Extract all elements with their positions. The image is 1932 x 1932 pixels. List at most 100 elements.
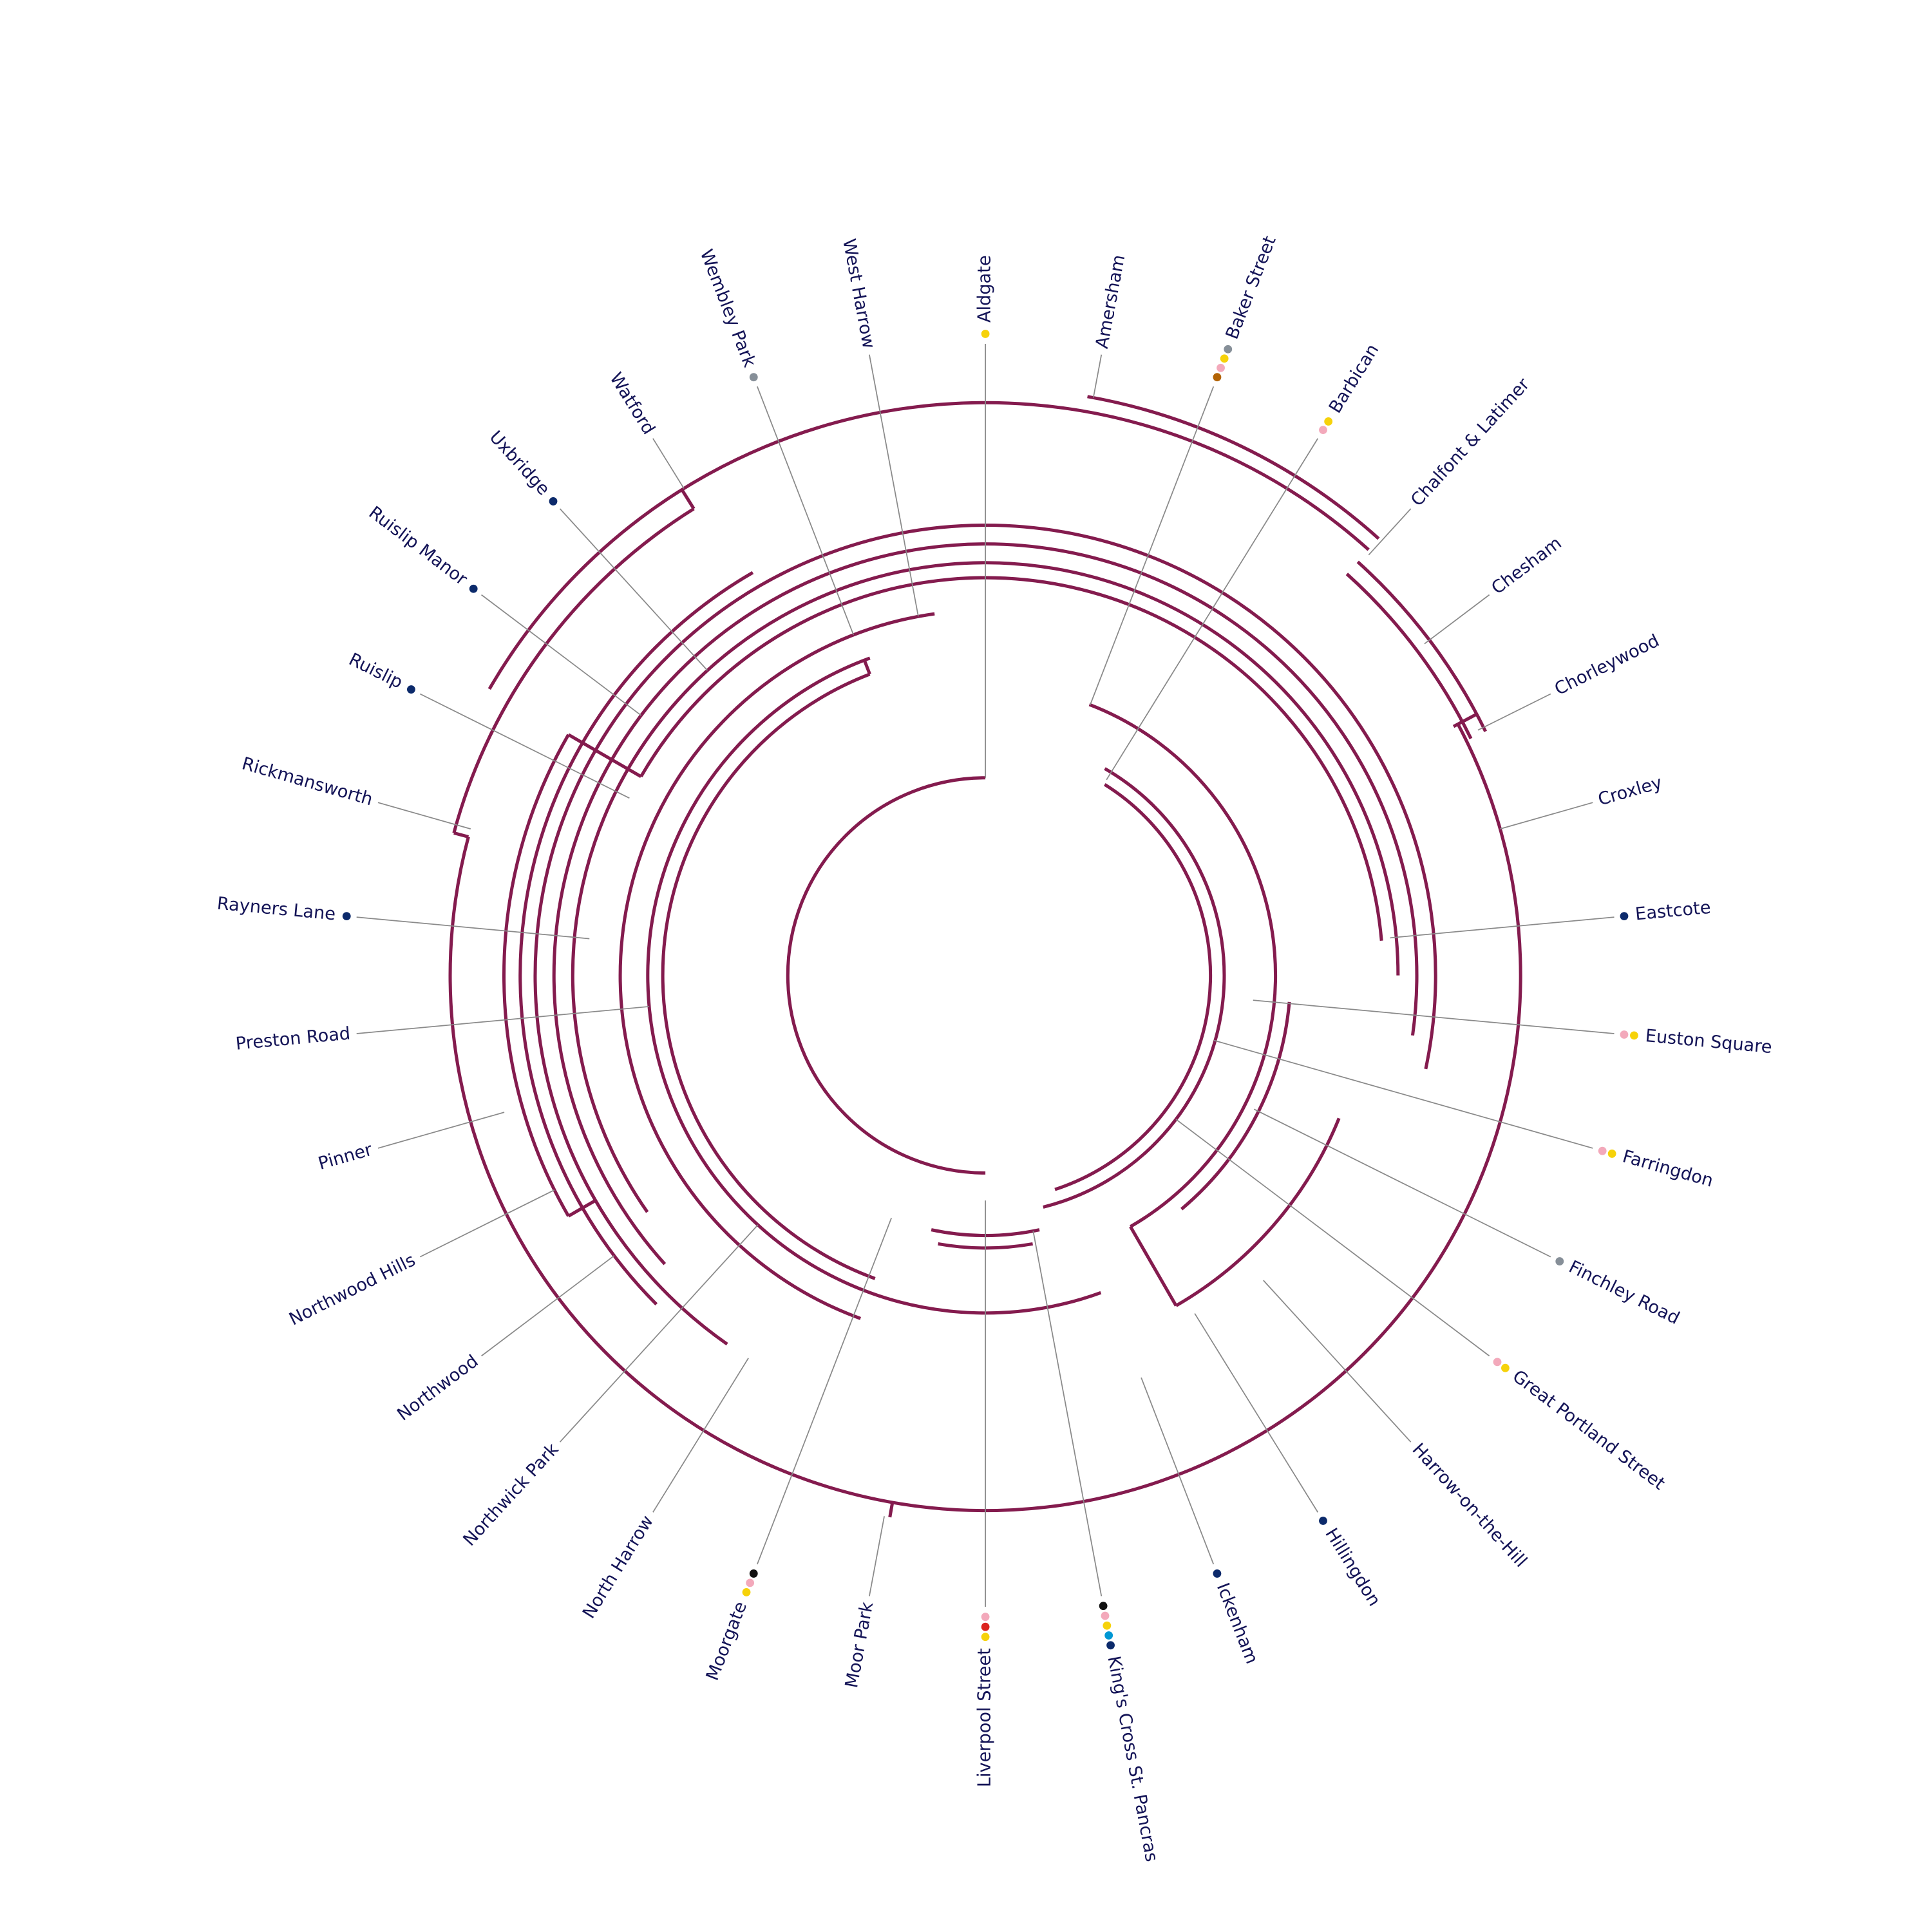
track — [1043, 767, 1226, 1209]
track — [661, 672, 876, 1280]
leader-line — [1032, 1231, 1103, 1596]
interchange-dot — [1213, 1569, 1222, 1578]
track-step — [567, 1198, 596, 1218]
interchange-dot — [981, 1633, 990, 1642]
interchange-dot — [1607, 1150, 1616, 1158]
interchange-dot — [981, 330, 990, 338]
leader-line — [1141, 1377, 1215, 1565]
leader-line — [377, 802, 471, 829]
leader-line — [652, 1358, 749, 1513]
interchange-dot — [749, 373, 758, 382]
track — [1356, 560, 1487, 732]
leader-line — [1253, 999, 1615, 1034]
track-step — [453, 831, 469, 838]
leader-line — [1477, 693, 1551, 731]
interchange-dot — [1217, 363, 1225, 372]
track-step — [1129, 1226, 1178, 1307]
track — [639, 576, 1383, 941]
leader-line — [356, 916, 590, 940]
interchange-dot — [342, 912, 351, 921]
track — [1087, 395, 1380, 540]
track — [502, 734, 570, 1217]
leader-line — [1194, 1313, 1319, 1513]
leader-line — [1368, 508, 1412, 556]
interchange-dot — [1555, 1257, 1564, 1265]
leader-line — [481, 1255, 615, 1357]
station-label: Liverpool Street — [975, 1648, 995, 1787]
interchange-dot — [549, 497, 558, 506]
leader-line — [419, 693, 630, 799]
track — [786, 776, 986, 1175]
interchange-dot — [1501, 1363, 1510, 1372]
interchange-dot — [1620, 1030, 1629, 1039]
track — [1345, 573, 1473, 739]
track — [1180, 1001, 1291, 1211]
leader-line — [1500, 802, 1593, 829]
interchange-dot — [1224, 345, 1233, 354]
tracks — [448, 395, 1522, 1518]
track-step — [888, 1502, 895, 1518]
track-step — [567, 733, 642, 779]
leader-line — [1106, 438, 1319, 781]
leader-line — [559, 1224, 759, 1443]
interchange-dot — [1103, 1621, 1112, 1630]
leader-line — [377, 1112, 505, 1149]
track-step — [680, 489, 696, 510]
track — [488, 401, 1370, 690]
leader-line — [869, 1516, 885, 1596]
leader-line — [419, 1189, 555, 1258]
interchange-dot — [742, 1587, 751, 1596]
track — [618, 612, 935, 1320]
leader-line — [1390, 916, 1615, 939]
interchange-dot — [1630, 1031, 1638, 1040]
interchange-dot — [1598, 1146, 1607, 1155]
interchange-dot — [746, 1578, 755, 1587]
interchange-dot — [981, 1613, 990, 1622]
track — [1088, 703, 1278, 1228]
interchange-dot — [1213, 373, 1222, 382]
track — [518, 571, 754, 1306]
track-step — [862, 659, 871, 675]
leaders — [356, 343, 1615, 1607]
leader-line — [869, 354, 919, 617]
interchange-dot — [1101, 1611, 1110, 1620]
interchange-dot — [981, 1622, 990, 1631]
leader-line — [1090, 386, 1215, 705]
interchange-dot — [1319, 1517, 1327, 1525]
leader-line — [1263, 1280, 1412, 1443]
leader-line — [1424, 594, 1490, 645]
leader-line — [559, 508, 708, 671]
track-step — [1452, 712, 1478, 728]
interchange-dot — [1104, 1631, 1113, 1640]
track — [552, 542, 1419, 1265]
track — [448, 723, 1522, 1513]
leader-line — [757, 1217, 893, 1565]
leader-line — [1213, 1039, 1593, 1149]
interchange-dot — [1324, 417, 1333, 426]
track — [1175, 1117, 1341, 1307]
track — [1054, 783, 1213, 1191]
interchange-dot — [1319, 426, 1327, 435]
interchange-dot — [1220, 354, 1229, 363]
track — [452, 507, 695, 834]
leader-line — [757, 386, 855, 636]
interchange-dot — [407, 685, 415, 694]
interchange-dot — [1099, 1602, 1108, 1611]
leader-line — [652, 438, 685, 489]
leader-line — [356, 1006, 650, 1034]
interchange-dot — [1106, 1641, 1115, 1650]
track — [571, 561, 1400, 1213]
interchange-dot — [1620, 912, 1629, 921]
interchange-dot — [1493, 1358, 1502, 1367]
interchange-dot — [469, 584, 478, 593]
interchange-dot — [749, 1569, 758, 1578]
leader-line — [481, 594, 642, 716]
leader-line — [1092, 354, 1103, 398]
track — [646, 656, 1102, 1315]
station-label: Aldgate — [975, 255, 995, 323]
leader-line — [1253, 1108, 1551, 1258]
leader-line — [1175, 1119, 1490, 1357]
track — [533, 524, 1437, 1346]
